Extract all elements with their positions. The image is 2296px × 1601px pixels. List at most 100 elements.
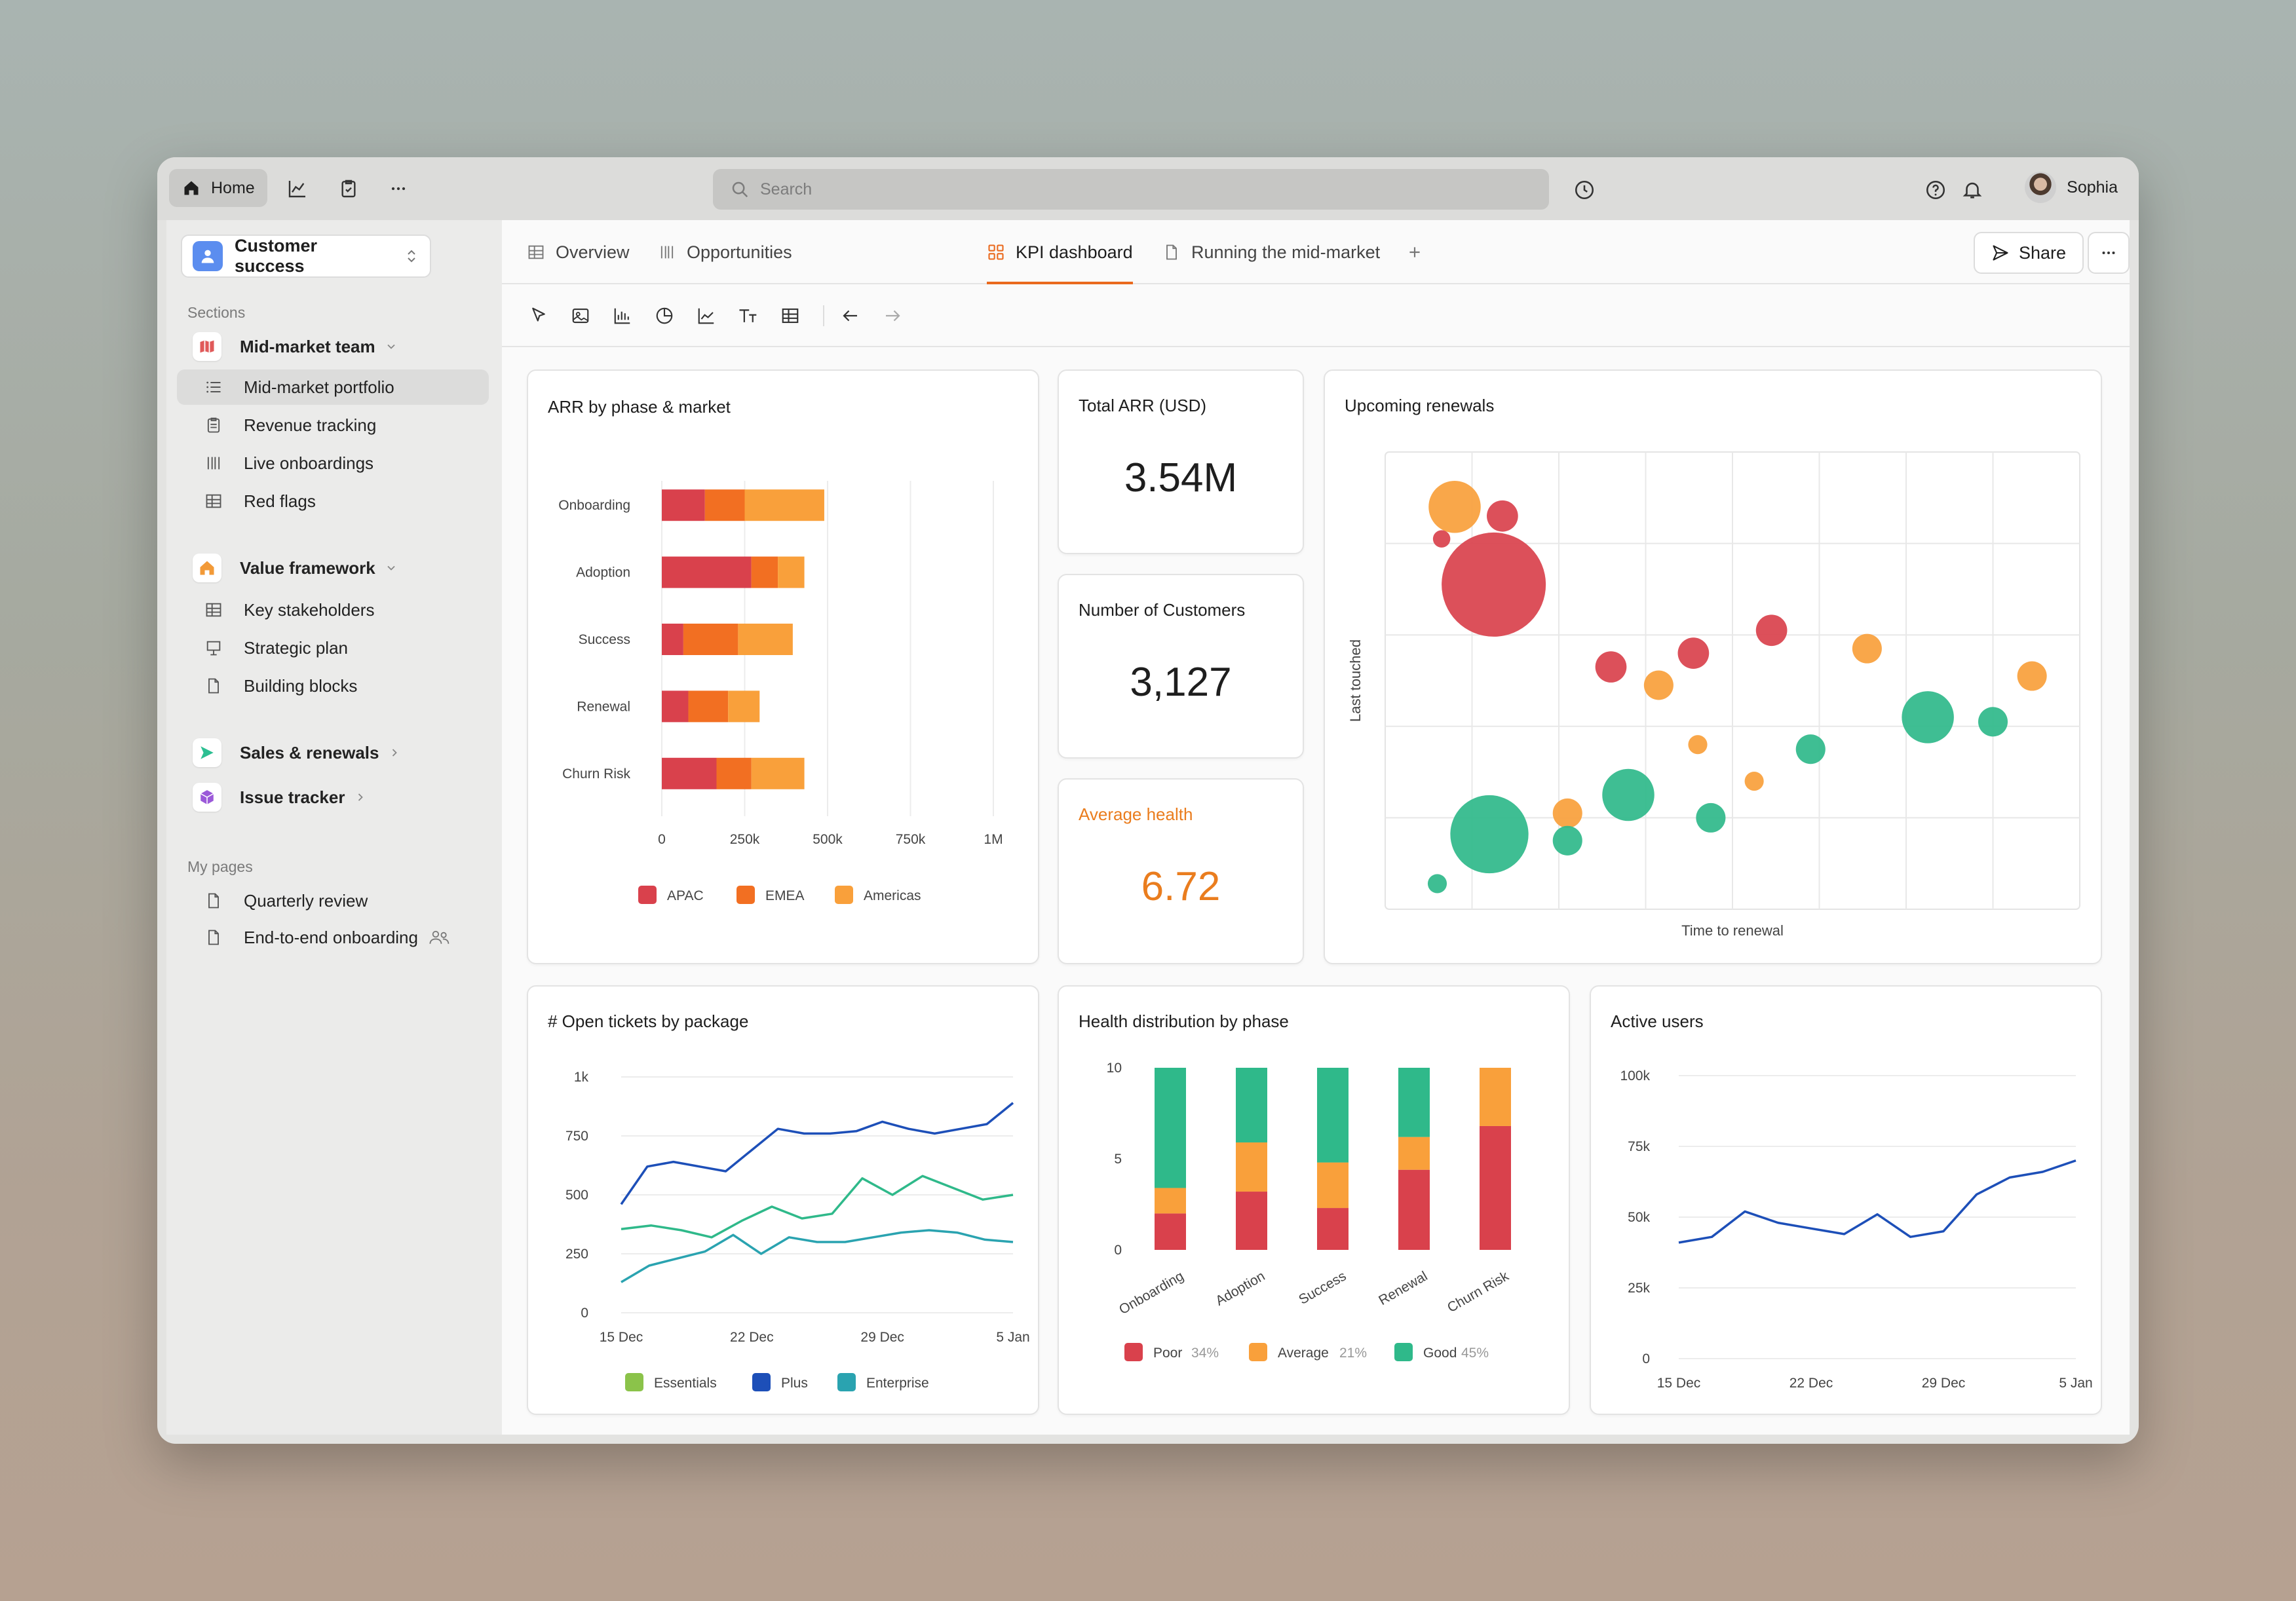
legend-percent: 45%	[1461, 1346, 1489, 1361]
sidebar-item-key-stakeholders[interactable]: Key stakeholders	[177, 592, 489, 628]
sidebar-item-quarterly-review[interactable]: Quarterly review	[177, 883, 489, 918]
search-icon	[732, 181, 748, 198]
send-icon	[1993, 245, 2008, 261]
y-tick-label: 0	[1642, 1351, 1650, 1366]
sidebar-group-mid-market-team[interactable]: Mid-market team	[177, 329, 489, 364]
chevron-down-icon	[387, 344, 395, 349]
home-icon	[184, 181, 199, 195]
home-button[interactable]: Home	[169, 169, 267, 207]
arr-chart: 0 250k 500k 750k 1M Onboarding Adoption Success…	[558, 481, 1003, 904]
category-label: Success	[579, 632, 630, 647]
sidebar-item-live-onboardings[interactable]: Live onboardings	[177, 445, 489, 481]
bar-segment	[751, 757, 805, 789]
sidebar-item-mid-market-portfolio[interactable]: Mid-market portfolio	[177, 369, 489, 405]
y-tick-label: 0	[581, 1306, 588, 1321]
chart-line-icon[interactable]	[282, 173, 313, 204]
bubble-point	[1902, 691, 1954, 744]
sidebar-item-label: Revenue tracking	[244, 415, 377, 435]
y-tick-label: 50k	[1628, 1210, 1650, 1225]
bubble-point	[1978, 707, 2008, 737]
total-arr-card: Total ARR (USD) 3.54M	[1058, 369, 1304, 554]
chevron-right-icon	[358, 793, 364, 801]
sidebar: Customer success Sections Mid-market tea…	[166, 220, 502, 1435]
columns-icon	[660, 246, 674, 259]
table-icon	[528, 245, 544, 259]
bar-segment	[1317, 1162, 1349, 1209]
table-icon[interactable]	[777, 303, 803, 329]
group-label: Issue tracker	[240, 787, 345, 807]
category-label: Onboarding	[1117, 1268, 1187, 1317]
undo-arrow-icon[interactable]	[837, 303, 864, 329]
bubble-point	[2017, 661, 2047, 691]
renewals-chart: Time to renewal Last touched	[1347, 451, 2080, 939]
bell-icon[interactable]	[1957, 174, 1988, 206]
editor-toolbar	[502, 284, 2130, 347]
legend-label: Plus	[781, 1376, 808, 1391]
x-tick-label: 15 Dec	[600, 1330, 643, 1345]
legend-swatch	[1249, 1343, 1267, 1361]
category-label: Churn Risk	[562, 766, 630, 782]
y-tick-label: 250	[565, 1247, 588, 1262]
legend-swatch	[737, 886, 755, 904]
tab-overview[interactable]: Overview	[527, 220, 630, 284]
workspace-selector[interactable]: Customer success	[181, 235, 431, 278]
tab-kpi-dashboard[interactable]: KPI dashboard	[987, 220, 1133, 284]
bar-segment	[716, 757, 752, 789]
sidebar-item-building-blocks[interactable]: Building blocks	[177, 668, 489, 704]
table-icon	[203, 491, 224, 512]
health-dist-chart: 0 5 10 Onboarding Adoption Success Renewal Chur…	[1107, 1061, 1512, 1361]
search-input[interactable]: Search	[713, 169, 1549, 210]
plus-icon	[1409, 247, 1420, 257]
bar-chart-icon[interactable]	[609, 303, 636, 329]
bar-segment	[1155, 1068, 1186, 1188]
shared-users-icon	[429, 930, 450, 944]
kpi-value: 6.72	[1141, 864, 1221, 909]
sidebar-item-revenue-tracking[interactable]: Revenue tracking	[177, 407, 489, 443]
x-tick-label: 750k	[896, 832, 926, 847]
share-button[interactable]: Share	[1974, 232, 2084, 274]
bar-segment	[704, 489, 745, 521]
user-name: Sophia	[2067, 178, 2118, 197]
bar-segment	[738, 624, 793, 655]
tickets-chart-card: # Open tickets by package 0 250 500 750 1k 15…	[527, 985, 1039, 1415]
image-icon[interactable]	[567, 303, 594, 329]
legend-swatch	[835, 886, 853, 904]
card-title: Active users	[1611, 1011, 1704, 1031]
card-title: Average health	[1079, 804, 1193, 824]
sidebar-item-label: End-to-end onboarding	[244, 927, 418, 947]
user-menu[interactable]: Sophia	[2025, 172, 2118, 203]
top-bar: Home Search Sophia	[157, 157, 2139, 220]
more-options-button[interactable]	[2088, 232, 2130, 274]
clock-icon[interactable]	[1569, 174, 1600, 206]
x-tick-label: 15 Dec	[1657, 1376, 1701, 1391]
cursor-icon[interactable]	[526, 303, 552, 329]
presentation-icon	[203, 637, 224, 658]
x-tick-label: 500k	[813, 832, 843, 847]
help-icon[interactable]	[1920, 174, 1951, 206]
tab-opportunities[interactable]: Opportunities	[658, 220, 792, 284]
sidebar-group-sales-renewals[interactable]: Sales & renewals	[177, 735, 489, 770]
sidebar-group-issue-tracker[interactable]: Issue tracker	[177, 780, 489, 815]
y-tick-label: 75k	[1628, 1139, 1650, 1154]
redo-arrow-icon[interactable]	[879, 303, 906, 329]
sidebar-item-red-flags[interactable]: Red flags	[177, 483, 489, 519]
legend-swatch	[1394, 1343, 1413, 1361]
tab-running-the-mid-market[interactable]: Running the mid-market	[1162, 220, 1380, 284]
sidebar-group-value-framework[interactable]: Value framework	[177, 550, 489, 586]
area-chart-icon[interactable]	[693, 303, 719, 329]
text-icon[interactable]	[735, 303, 761, 329]
more-icon[interactable]	[383, 173, 414, 204]
category-label: Churn Risk	[1445, 1268, 1512, 1315]
bubble-point	[1432, 530, 1451, 548]
sidebar-item-end-to-end-onboarding[interactable]: End-to-end onboarding	[177, 920, 489, 955]
category-label: Success	[1296, 1268, 1349, 1308]
y-tick-label: 500	[565, 1188, 588, 1203]
add-tab-button[interactable]	[1406, 220, 1423, 284]
bubble-point	[1795, 734, 1826, 764]
pie-chart-icon[interactable]	[651, 303, 678, 329]
clipboard-check-icon[interactable]	[333, 173, 364, 204]
bar-segment	[662, 489, 705, 521]
more-icon	[2102, 252, 2115, 254]
tab-label: Opportunities	[687, 242, 792, 262]
sidebar-item-strategic-plan[interactable]: Strategic plan	[177, 630, 489, 666]
